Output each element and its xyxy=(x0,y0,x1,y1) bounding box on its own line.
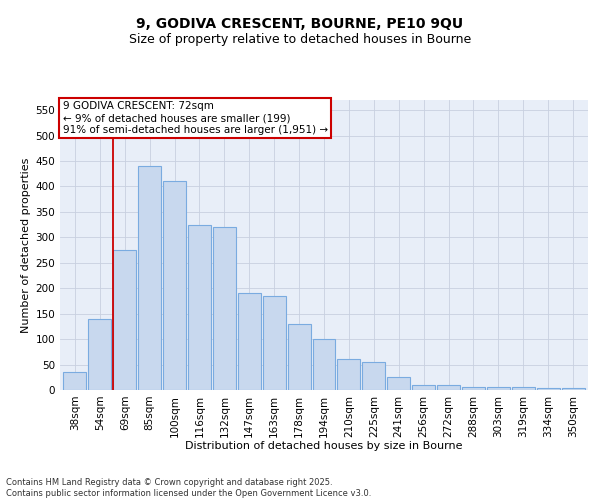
Bar xyxy=(337,360,361,390)
Text: 9 GODIVA CRESCENT: 72sqm
← 9% of detached houses are smaller (199)
91% of semi-d: 9 GODIVA CRESCENT: 72sqm ← 9% of detache… xyxy=(62,102,328,134)
X-axis label: Distribution of detached houses by size in Bourne: Distribution of detached houses by size … xyxy=(185,441,463,451)
Bar xyxy=(462,388,485,390)
Bar xyxy=(64,372,86,390)
Text: Contains HM Land Registry data © Crown copyright and database right 2025.
Contai: Contains HM Land Registry data © Crown c… xyxy=(6,478,371,498)
Bar xyxy=(562,388,584,390)
Bar xyxy=(536,388,560,390)
Text: 9, GODIVA CRESCENT, BOURNE, PE10 9QU: 9, GODIVA CRESCENT, BOURNE, PE10 9QU xyxy=(136,18,464,32)
Bar xyxy=(512,388,535,390)
Bar xyxy=(437,385,460,390)
Bar xyxy=(238,294,261,390)
Bar xyxy=(188,224,211,390)
Bar xyxy=(387,378,410,390)
Bar xyxy=(487,388,510,390)
Bar xyxy=(88,319,112,390)
Bar xyxy=(313,339,335,390)
Bar xyxy=(412,385,435,390)
Bar xyxy=(362,362,385,390)
Bar xyxy=(138,166,161,390)
Bar xyxy=(213,227,236,390)
Bar xyxy=(287,324,311,390)
Text: Size of property relative to detached houses in Bourne: Size of property relative to detached ho… xyxy=(129,32,471,46)
Bar xyxy=(163,182,186,390)
Bar xyxy=(263,296,286,390)
Bar xyxy=(113,250,136,390)
Y-axis label: Number of detached properties: Number of detached properties xyxy=(21,158,31,332)
